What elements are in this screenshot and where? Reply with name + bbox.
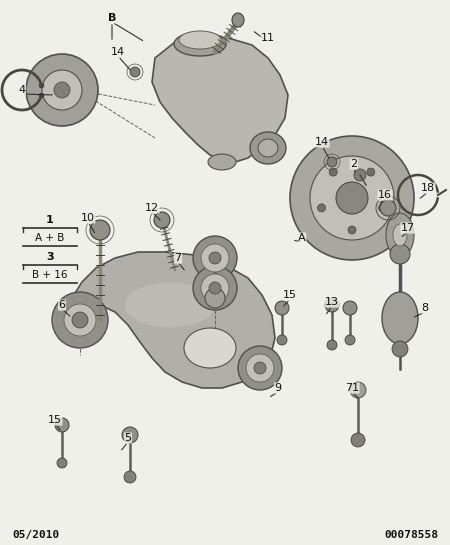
Ellipse shape	[184, 328, 236, 368]
Text: 18: 18	[421, 183, 435, 193]
Ellipse shape	[258, 139, 278, 157]
Text: 5: 5	[125, 433, 131, 443]
Circle shape	[345, 335, 355, 345]
Circle shape	[54, 82, 70, 98]
Circle shape	[343, 301, 357, 315]
Circle shape	[348, 226, 356, 234]
Circle shape	[327, 157, 337, 167]
Ellipse shape	[125, 282, 215, 328]
Text: 00078558: 00078558	[384, 530, 438, 540]
Text: 12: 12	[145, 203, 159, 213]
Circle shape	[154, 212, 170, 228]
Text: B: B	[108, 13, 116, 23]
Ellipse shape	[393, 224, 407, 246]
Text: A + B: A + B	[35, 233, 65, 243]
Text: 16: 16	[378, 190, 392, 200]
Text: 15: 15	[48, 415, 62, 425]
Circle shape	[122, 427, 138, 443]
Text: 14: 14	[315, 137, 329, 147]
Text: 9: 9	[274, 383, 282, 393]
Circle shape	[354, 169, 366, 181]
Circle shape	[64, 304, 96, 336]
Circle shape	[201, 244, 229, 272]
Text: 4: 4	[18, 85, 26, 95]
Text: 1: 1	[46, 215, 54, 225]
Polygon shape	[72, 252, 275, 388]
Ellipse shape	[232, 13, 244, 27]
Text: 7: 7	[175, 253, 181, 263]
Circle shape	[209, 252, 221, 264]
Circle shape	[26, 54, 98, 126]
Text: 15: 15	[283, 290, 297, 300]
Circle shape	[367, 168, 375, 176]
Circle shape	[52, 292, 108, 348]
Ellipse shape	[179, 31, 221, 49]
Circle shape	[130, 67, 140, 77]
Circle shape	[392, 341, 408, 357]
Circle shape	[336, 182, 368, 214]
Circle shape	[327, 340, 337, 350]
Circle shape	[246, 354, 274, 382]
Ellipse shape	[386, 213, 414, 257]
Text: 3: 3	[46, 252, 54, 262]
Circle shape	[277, 335, 287, 345]
Circle shape	[124, 471, 136, 483]
Circle shape	[380, 200, 396, 216]
Circle shape	[290, 136, 414, 260]
Circle shape	[205, 288, 225, 308]
Circle shape	[275, 301, 289, 315]
Circle shape	[329, 168, 337, 176]
Polygon shape	[152, 36, 288, 162]
Ellipse shape	[382, 292, 418, 344]
Text: 05/2010: 05/2010	[12, 530, 59, 540]
Text: 2: 2	[351, 159, 358, 169]
Circle shape	[254, 362, 266, 374]
Circle shape	[72, 312, 88, 328]
Ellipse shape	[208, 154, 236, 170]
Circle shape	[325, 298, 339, 312]
Circle shape	[310, 156, 394, 240]
Text: 11: 11	[261, 33, 275, 43]
Circle shape	[238, 346, 282, 390]
Ellipse shape	[250, 132, 286, 164]
Circle shape	[390, 244, 410, 264]
Text: 14: 14	[111, 47, 125, 57]
Text: 8: 8	[422, 303, 428, 313]
Circle shape	[318, 204, 325, 212]
Circle shape	[42, 70, 82, 110]
Text: 71: 71	[345, 383, 359, 393]
Circle shape	[193, 266, 237, 310]
Text: 17: 17	[401, 223, 415, 233]
Circle shape	[378, 204, 387, 212]
Circle shape	[201, 274, 229, 302]
Text: 13: 13	[325, 297, 339, 307]
Circle shape	[350, 382, 366, 398]
Text: 10: 10	[81, 213, 95, 223]
Text: A: A	[298, 233, 306, 243]
Circle shape	[55, 418, 69, 432]
Text: 6: 6	[58, 300, 66, 310]
Ellipse shape	[174, 32, 226, 56]
Circle shape	[351, 433, 365, 447]
Circle shape	[193, 236, 237, 280]
Circle shape	[90, 220, 110, 240]
Circle shape	[209, 282, 221, 294]
Circle shape	[57, 458, 67, 468]
Text: B + 16: B + 16	[32, 270, 68, 280]
